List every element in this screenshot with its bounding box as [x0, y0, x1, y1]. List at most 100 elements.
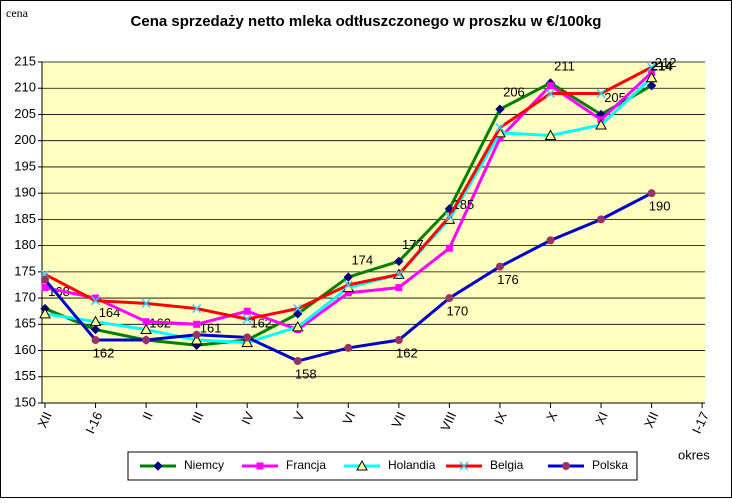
x-axis-label: okres	[678, 447, 710, 462]
data-label: 190	[649, 199, 671, 214]
marker	[91, 336, 100, 345]
y-tick-label: 205	[14, 106, 36, 121]
marker	[545, 88, 556, 99]
marker	[544, 129, 557, 140]
legend-label: Francja	[286, 458, 326, 472]
marker	[344, 343, 353, 352]
marker	[142, 318, 150, 326]
marker	[89, 315, 102, 327]
marker	[495, 104, 505, 114]
plot-area	[42, 62, 705, 403]
marker	[647, 62, 657, 72]
y-tick-label: 200	[14, 132, 36, 147]
y-tick-label: 190	[14, 185, 36, 200]
data-label: 170	[447, 304, 469, 319]
data-label: 162	[93, 345, 115, 360]
data-label: 161	[200, 321, 222, 336]
marker	[293, 309, 303, 319]
marker	[646, 80, 657, 91]
marker	[647, 189, 656, 198]
legend-label: Polska	[592, 458, 628, 472]
marker	[595, 118, 607, 130]
marker	[562, 462, 570, 470]
marker	[293, 304, 303, 314]
marker	[356, 459, 368, 471]
marker	[256, 462, 264, 470]
x-tick-label: VIII	[437, 409, 459, 433]
series: 162 158 162 170 176 190	[41, 189, 670, 381]
marker	[41, 284, 49, 292]
marker	[190, 334, 203, 345]
marker	[395, 284, 403, 292]
y-tick-label: 210	[14, 80, 36, 95]
marker	[344, 289, 352, 297]
marker	[153, 461, 163, 471]
x-tick-label: XII	[641, 409, 661, 430]
data-label: 158	[295, 366, 317, 381]
marker	[141, 298, 151, 308]
marker	[645, 71, 658, 83]
marker	[243, 307, 251, 315]
marker	[445, 294, 454, 303]
marker	[445, 244, 453, 252]
data-label: 206	[503, 85, 525, 100]
data-label: 205	[604, 90, 626, 105]
marker	[291, 320, 304, 332]
y-tick-label: 215	[14, 53, 36, 68]
y-tick-label: 170	[14, 290, 36, 305]
marker	[547, 82, 554, 90]
marker	[496, 134, 504, 142]
data-label: 174	[351, 253, 373, 268]
data-label: 162	[396, 345, 418, 360]
marker	[192, 304, 202, 314]
marker	[90, 324, 101, 335]
y-tick-label: 150	[14, 394, 36, 409]
marker	[243, 333, 252, 342]
chart-title: Cena sprzedaży netto mleka odtłuszczoneg…	[131, 13, 602, 30]
y-tick-label: 185	[14, 211, 36, 226]
marker	[394, 336, 403, 345]
data-label: 176	[497, 272, 519, 287]
marker	[546, 236, 555, 245]
x-tick-label: XI	[592, 409, 611, 426]
marker	[293, 357, 302, 366]
legend-label: Holandia	[388, 458, 436, 472]
y-tick-label: 165	[14, 316, 36, 331]
marker	[241, 336, 254, 348]
marker	[459, 461, 469, 471]
marker	[596, 88, 606, 99]
data-label: 211	[554, 58, 575, 73]
marker	[39, 307, 51, 319]
legend-label: Belgia	[490, 458, 524, 472]
y-tick-label: 160	[14, 342, 36, 357]
x-tick-label: VII	[388, 409, 408, 430]
marker	[92, 294, 100, 302]
marker	[193, 320, 201, 328]
marker	[444, 212, 454, 222]
marker	[495, 262, 504, 271]
marker	[495, 123, 505, 133]
y-tick-label: 175	[14, 263, 36, 278]
data-label: 214	[651, 59, 673, 74]
data-label: 212	[655, 55, 677, 70]
marker	[140, 323, 152, 335]
x-tick-label: XII	[35, 409, 55, 430]
x-tick-label: VI	[339, 409, 358, 426]
marker	[142, 336, 151, 345]
marker	[343, 272, 354, 282]
marker	[394, 269, 404, 279]
marker	[192, 330, 201, 339]
marker	[343, 280, 353, 290]
legend-label: Niemcy	[184, 458, 224, 472]
marker	[597, 215, 606, 224]
y-tick-label: 155	[14, 368, 36, 383]
y-tick-label: 195	[14, 158, 36, 173]
y-tick-label: 180	[14, 237, 36, 252]
y-axis-label: cena	[6, 6, 29, 20]
marker	[41, 275, 49, 284]
data-label: 177	[402, 237, 424, 252]
marker	[91, 296, 101, 306]
marker	[394, 256, 404, 267]
marker	[242, 314, 252, 324]
